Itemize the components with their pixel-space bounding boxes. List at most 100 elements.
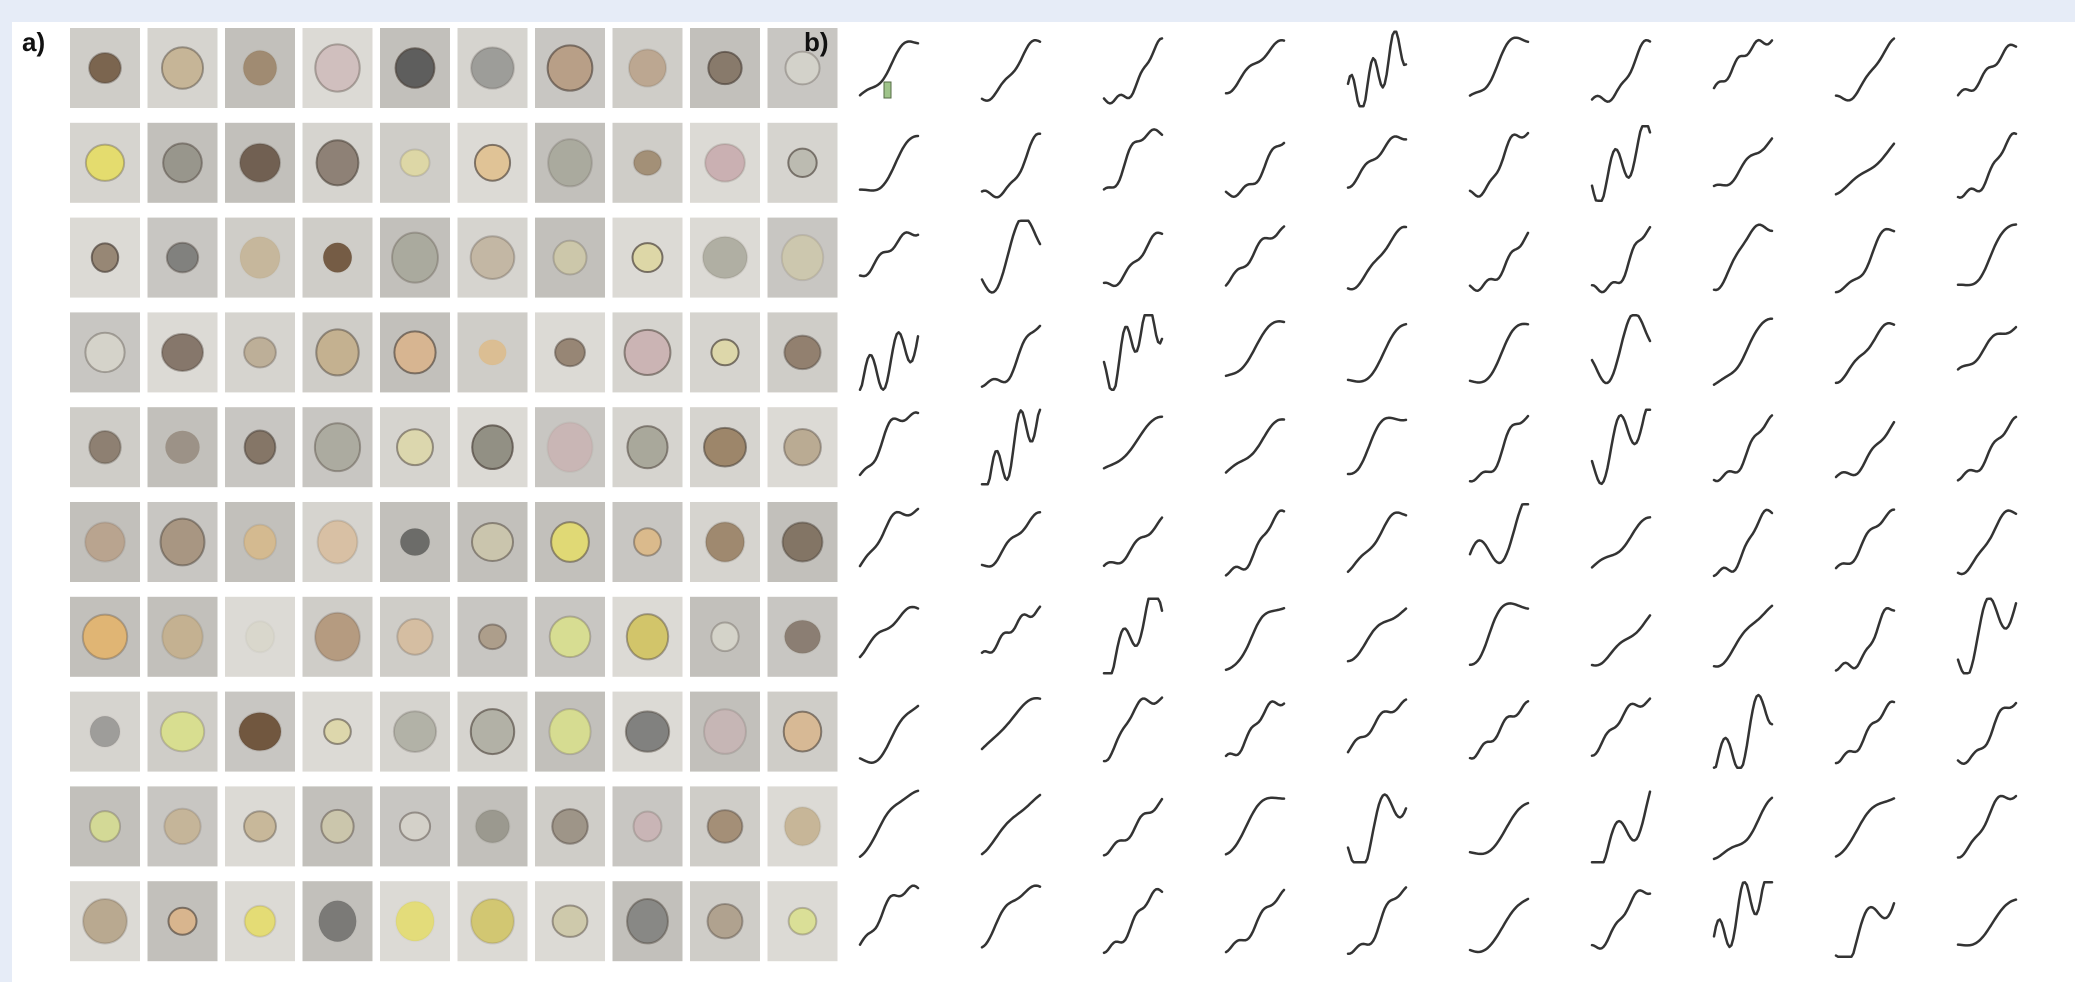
droplet — [165, 431, 199, 464]
droplet — [475, 145, 510, 181]
droplet — [784, 336, 820, 369]
droplet — [162, 615, 203, 659]
droplet — [549, 709, 590, 754]
droplet — [471, 47, 514, 88]
droplet — [548, 45, 593, 90]
droplet — [785, 620, 821, 653]
droplet — [315, 613, 360, 661]
droplet — [782, 235, 823, 280]
droplet — [315, 44, 359, 91]
droplet — [85, 333, 124, 372]
droplet — [90, 716, 120, 747]
droplet — [705, 144, 745, 182]
droplet — [711, 340, 738, 366]
droplet — [634, 150, 662, 175]
droplet — [83, 899, 127, 944]
droplet — [244, 811, 276, 841]
droplet — [788, 149, 816, 177]
droplet — [400, 149, 429, 176]
droplet — [318, 520, 358, 563]
droplet — [553, 241, 586, 275]
droplet — [243, 51, 276, 86]
droplet — [629, 49, 666, 86]
droplet — [627, 614, 668, 659]
droplet — [244, 337, 276, 367]
panel-label: a) — [22, 27, 45, 57]
droplet — [396, 901, 434, 941]
droplet — [789, 908, 817, 935]
droplet — [240, 237, 280, 279]
droplet — [162, 47, 203, 88]
droplet — [89, 53, 121, 83]
droplet — [315, 423, 360, 471]
droplet — [90, 811, 120, 842]
droplet — [396, 48, 435, 87]
droplet — [551, 522, 589, 562]
droplet — [783, 522, 823, 561]
droplet — [553, 905, 588, 936]
droplet — [472, 523, 513, 561]
droplet — [555, 339, 585, 367]
droplet — [162, 334, 203, 371]
droplet — [711, 623, 738, 652]
droplet — [324, 719, 351, 744]
droplet — [394, 711, 436, 752]
droplet — [472, 425, 513, 469]
droplet — [548, 139, 592, 186]
droplet — [547, 422, 592, 471]
droplet — [703, 237, 747, 279]
droplet — [626, 711, 669, 751]
droplet — [245, 431, 276, 464]
droplet — [400, 812, 430, 840]
droplet — [239, 713, 281, 751]
droplet — [552, 809, 588, 844]
droplet — [397, 619, 432, 655]
droplet — [85, 522, 125, 561]
droplet — [476, 810, 510, 843]
droplet — [240, 144, 280, 182]
droplet — [168, 908, 196, 935]
droplet — [627, 426, 667, 468]
droplet — [550, 616, 591, 657]
droplet — [479, 624, 506, 649]
figure: a) b) — [0, 0, 2075, 982]
droplet — [86, 145, 124, 181]
droplet — [471, 236, 515, 279]
droplet — [634, 528, 661, 556]
droplet — [704, 709, 746, 754]
droplet — [319, 901, 357, 942]
page: {"panels": [{"label": "a)"}, {"label": "… — [0, 0, 2075, 982]
panel-label: b) — [804, 27, 829, 57]
droplet — [392, 233, 438, 283]
droplet — [634, 811, 662, 841]
droplet — [394, 331, 435, 373]
droplet — [704, 428, 746, 467]
droplet — [163, 143, 202, 182]
droplet — [89, 431, 120, 463]
droplet — [83, 615, 127, 659]
droplet — [164, 809, 200, 845]
droplet — [317, 140, 359, 185]
droplet — [161, 712, 204, 751]
droplet — [784, 712, 822, 752]
droplet — [246, 621, 275, 652]
droplet — [708, 52, 741, 84]
droplet — [708, 810, 743, 843]
droplet — [316, 329, 358, 375]
droplet — [708, 904, 743, 938]
droplet — [633, 243, 663, 272]
droplet — [321, 810, 353, 843]
droplet — [323, 243, 352, 273]
droplet — [625, 330, 671, 375]
marker — [884, 82, 891, 98]
droplet — [785, 807, 821, 845]
droplet — [706, 522, 744, 561]
droplet — [167, 243, 198, 273]
droplet — [244, 525, 276, 560]
droplet — [92, 243, 118, 272]
droplet — [479, 340, 507, 365]
droplet — [400, 528, 430, 555]
droplet — [245, 906, 276, 937]
droplet — [627, 899, 668, 943]
droplet — [471, 709, 514, 754]
